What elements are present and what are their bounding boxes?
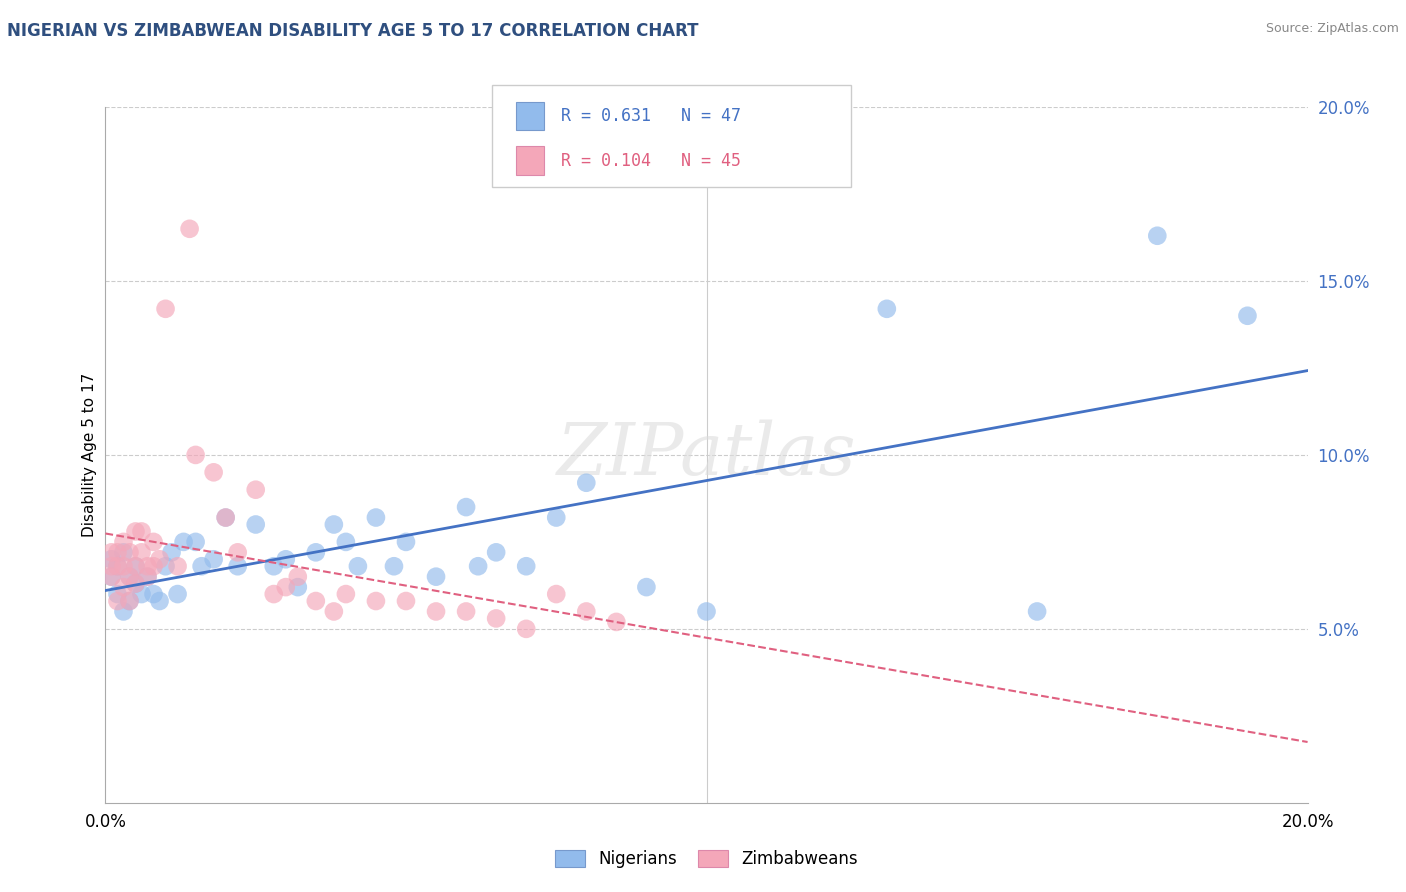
Point xyxy=(364,510,387,524)
Point xyxy=(190,559,212,574)
Point xyxy=(166,587,188,601)
Point xyxy=(107,594,129,608)
Point xyxy=(515,559,537,574)
Point xyxy=(118,570,141,584)
Point xyxy=(515,622,537,636)
Point xyxy=(263,587,285,601)
Point xyxy=(287,570,309,584)
Point xyxy=(287,580,309,594)
Point xyxy=(575,605,598,619)
Point xyxy=(226,559,249,574)
Point xyxy=(214,510,236,524)
Point xyxy=(322,605,344,619)
Point xyxy=(107,545,129,559)
Point xyxy=(347,559,370,574)
Point xyxy=(124,559,146,574)
Point xyxy=(364,594,387,608)
Point xyxy=(166,559,188,574)
Text: R = 0.631   N = 47: R = 0.631 N = 47 xyxy=(561,107,741,125)
Point xyxy=(136,559,159,574)
Point xyxy=(142,534,165,549)
Point xyxy=(202,466,225,480)
Point xyxy=(118,570,141,584)
Y-axis label: Disability Age 5 to 17: Disability Age 5 to 17 xyxy=(82,373,97,537)
Point xyxy=(155,301,177,316)
Point xyxy=(131,545,153,559)
Point xyxy=(575,475,598,490)
Point xyxy=(245,483,267,497)
Point xyxy=(184,448,207,462)
Point xyxy=(100,570,122,584)
Point xyxy=(245,517,267,532)
Point xyxy=(876,301,898,316)
Text: NIGERIAN VS ZIMBABWEAN DISABILITY AGE 5 TO 17 CORRELATION CHART: NIGERIAN VS ZIMBABWEAN DISABILITY AGE 5 … xyxy=(7,22,699,40)
Point xyxy=(546,510,568,524)
Point xyxy=(124,576,146,591)
Point xyxy=(112,580,135,594)
Point xyxy=(148,552,170,566)
Point xyxy=(425,605,447,619)
Point xyxy=(395,534,418,549)
Point xyxy=(322,517,344,532)
Point xyxy=(425,570,447,584)
Point xyxy=(124,559,146,574)
Point xyxy=(305,545,328,559)
Point xyxy=(1236,309,1258,323)
Point xyxy=(214,510,236,524)
Point xyxy=(395,594,418,608)
Point xyxy=(696,605,718,619)
Point xyxy=(226,545,249,559)
Point xyxy=(100,552,122,566)
Point xyxy=(107,559,129,574)
Point xyxy=(142,559,165,574)
Point xyxy=(124,524,146,539)
Point xyxy=(1146,228,1168,243)
Point xyxy=(112,559,135,574)
Point xyxy=(202,552,225,566)
Point xyxy=(184,534,207,549)
Point xyxy=(131,587,153,601)
Point xyxy=(382,559,405,574)
Point xyxy=(118,545,141,559)
Point xyxy=(107,559,129,574)
Point xyxy=(160,545,183,559)
Text: ZIPatlas: ZIPatlas xyxy=(557,419,856,491)
Point xyxy=(546,587,568,601)
Point xyxy=(485,545,508,559)
Point xyxy=(142,587,165,601)
Point xyxy=(100,570,122,584)
Point xyxy=(335,534,357,549)
Point xyxy=(100,559,122,574)
Text: Source: ZipAtlas.com: Source: ZipAtlas.com xyxy=(1265,22,1399,36)
Legend: Nigerians, Zimbabweans: Nigerians, Zimbabweans xyxy=(548,843,865,874)
Point xyxy=(118,594,141,608)
Point xyxy=(636,580,658,594)
Point xyxy=(305,594,328,608)
Point xyxy=(100,545,122,559)
Point xyxy=(485,611,508,625)
Point xyxy=(112,545,135,559)
Point xyxy=(155,559,177,574)
Point xyxy=(107,587,129,601)
Point xyxy=(136,570,159,584)
Point xyxy=(605,615,627,629)
Point xyxy=(112,605,135,619)
Text: R = 0.104   N = 45: R = 0.104 N = 45 xyxy=(561,152,741,169)
Point xyxy=(467,559,489,574)
Point xyxy=(274,552,297,566)
Point xyxy=(335,587,357,601)
Point xyxy=(118,594,141,608)
Point xyxy=(131,524,153,539)
Point xyxy=(454,500,477,514)
Point xyxy=(274,580,297,594)
Point xyxy=(454,605,477,619)
Point xyxy=(179,221,201,235)
Point xyxy=(263,559,285,574)
Point xyxy=(112,534,135,549)
Point xyxy=(173,534,195,549)
Point xyxy=(124,576,146,591)
Point xyxy=(136,570,159,584)
Point xyxy=(1026,605,1049,619)
Point xyxy=(148,594,170,608)
